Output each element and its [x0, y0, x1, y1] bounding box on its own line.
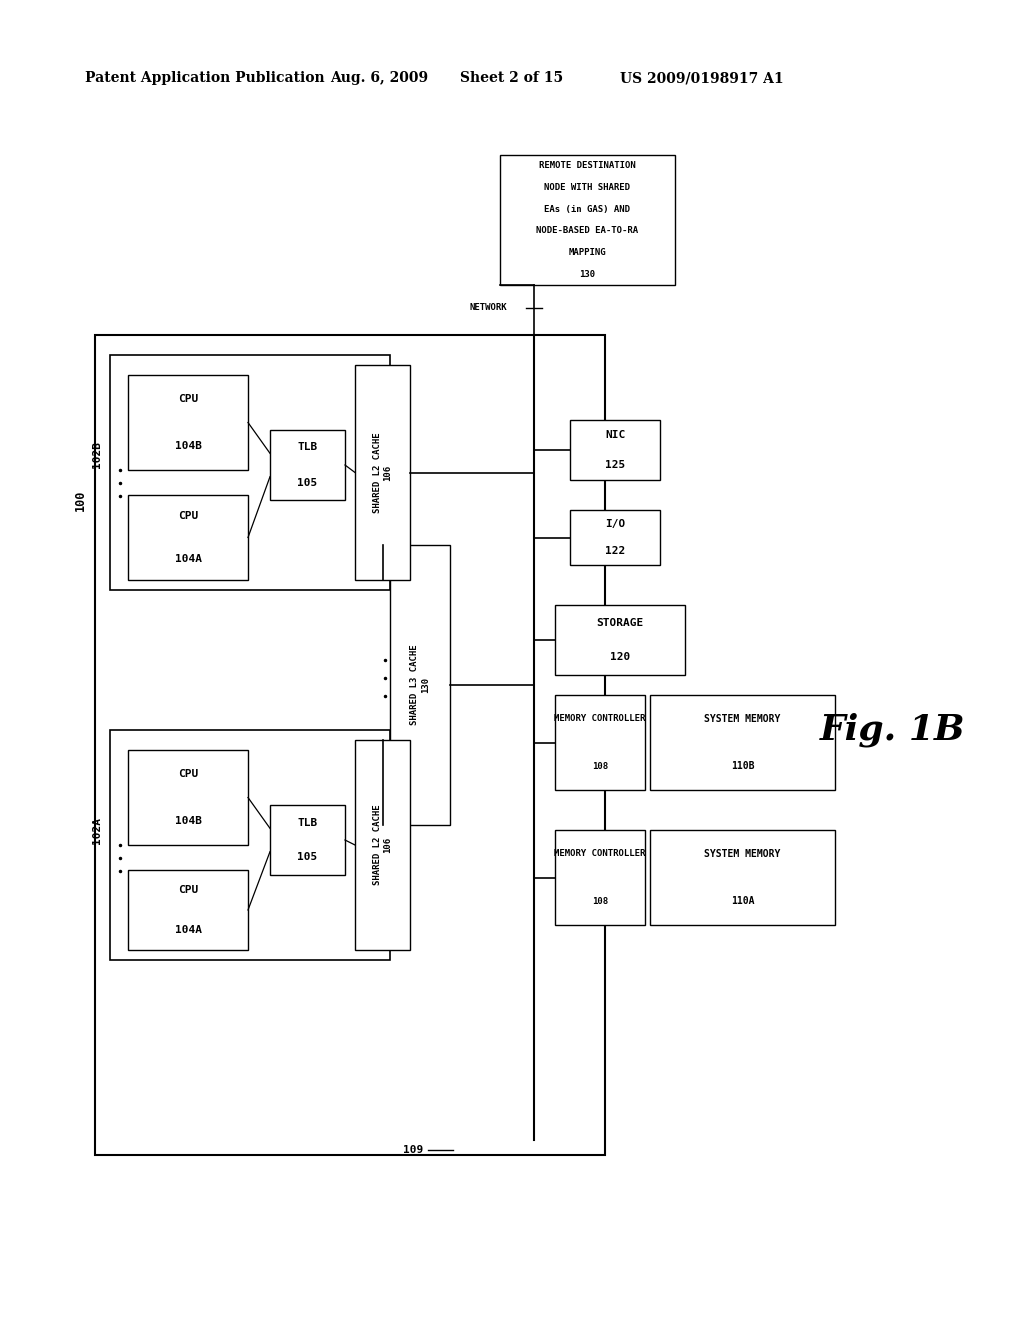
Text: 110A: 110A	[731, 896, 755, 907]
Text: CPU: CPU	[178, 884, 198, 895]
Text: SYSTEM MEMORY: SYSTEM MEMORY	[705, 714, 780, 723]
Bar	[270, 805, 345, 875]
Text: 104B: 104B	[174, 816, 202, 826]
Text: 104B: 104B	[174, 441, 202, 451]
Text: 105: 105	[297, 478, 317, 487]
Text: 130: 130	[580, 269, 596, 279]
Text: NETWORK: NETWORK	[470, 304, 508, 313]
Text: EAs (in GAS) AND: EAs (in GAS) AND	[545, 205, 631, 214]
Text: CPU: CPU	[178, 393, 198, 404]
Text: TLB: TLB	[297, 817, 317, 828]
Bar	[128, 375, 248, 470]
Text: Patent Application Publication: Patent Application Publication	[85, 71, 325, 84]
Text: 102B: 102B	[92, 441, 102, 469]
Bar	[650, 696, 835, 789]
Text: 125: 125	[605, 459, 625, 470]
Text: MAPPING: MAPPING	[568, 248, 606, 257]
Text: NODE WITH SHARED: NODE WITH SHARED	[545, 183, 631, 191]
Bar	[555, 605, 685, 675]
Text: 120: 120	[610, 652, 630, 663]
Text: 122: 122	[605, 546, 625, 556]
Bar	[128, 495, 248, 579]
Text: SHARED L2 CACHE
106: SHARED L2 CACHE 106	[373, 432, 392, 512]
Text: 108: 108	[592, 762, 608, 771]
Bar	[570, 420, 660, 480]
Text: US 2009/0198917 A1: US 2009/0198917 A1	[620, 71, 783, 84]
Text: SHARED L3 CACHE
130: SHARED L3 CACHE 130	[411, 644, 430, 725]
Text: Sheet 2 of 15: Sheet 2 of 15	[460, 71, 563, 84]
Text: CPU: CPU	[178, 768, 198, 779]
Text: Aug. 6, 2009: Aug. 6, 2009	[330, 71, 428, 84]
Text: SHARED L2 CACHE
106: SHARED L2 CACHE 106	[373, 805, 392, 886]
Bar	[270, 430, 345, 500]
Text: 105: 105	[297, 853, 317, 862]
Bar	[555, 696, 645, 789]
Text: I/O: I/O	[605, 519, 625, 529]
Text: SYSTEM MEMORY: SYSTEM MEMORY	[705, 849, 780, 859]
Text: 100: 100	[74, 490, 86, 511]
Text: Fig. 1B: Fig. 1B	[820, 713, 966, 747]
Text: NIC: NIC	[605, 430, 625, 440]
Bar	[110, 730, 390, 960]
Text: MEMORY CONTROLLER: MEMORY CONTROLLER	[554, 849, 646, 858]
Text: 110B: 110B	[731, 762, 755, 771]
Bar	[128, 750, 248, 845]
Text: 109: 109	[403, 1144, 423, 1155]
Text: TLB: TLB	[297, 442, 317, 453]
Text: CPU: CPU	[178, 511, 198, 521]
Text: 104A: 104A	[174, 925, 202, 935]
Text: 102A: 102A	[92, 817, 102, 843]
Text: STORAGE: STORAGE	[596, 618, 644, 627]
Bar	[390, 545, 450, 825]
Bar	[355, 366, 410, 579]
Bar	[355, 741, 410, 950]
Bar	[95, 335, 605, 1155]
Bar	[110, 355, 390, 590]
Bar	[650, 830, 835, 925]
Text: NODE-BASED EA-TO-RA: NODE-BASED EA-TO-RA	[537, 226, 639, 235]
Bar	[570, 510, 660, 565]
Bar	[555, 830, 645, 925]
Text: REMOTE DESTINATION: REMOTE DESTINATION	[539, 161, 636, 170]
Text: 104A: 104A	[174, 554, 202, 564]
Text: 108: 108	[592, 896, 608, 906]
Text: MEMORY CONTROLLER: MEMORY CONTROLLER	[554, 714, 646, 723]
Bar	[128, 870, 248, 950]
Bar	[500, 154, 675, 285]
